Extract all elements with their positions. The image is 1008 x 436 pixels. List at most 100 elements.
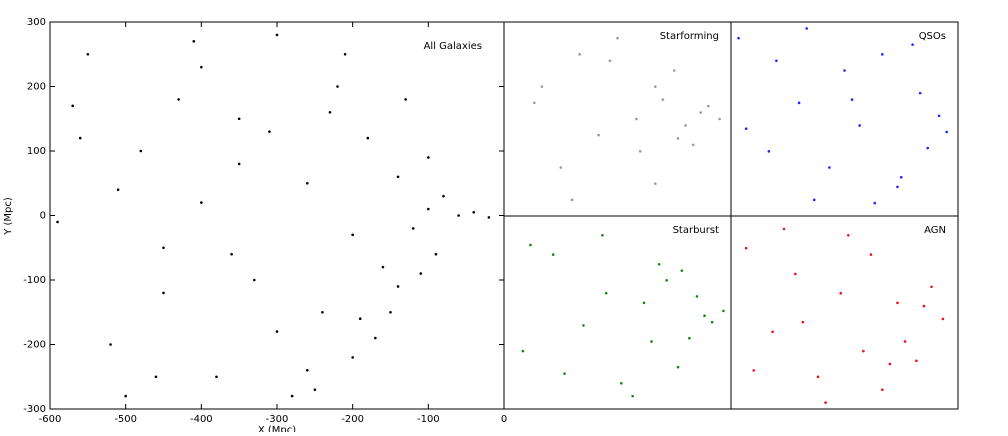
point bbox=[532, 101, 536, 105]
point bbox=[661, 98, 665, 101]
point bbox=[601, 234, 604, 237]
point bbox=[858, 124, 861, 127]
panel-frame bbox=[503, 21, 732, 217]
point bbox=[200, 65, 203, 69]
point bbox=[737, 36, 740, 40]
point bbox=[434, 252, 438, 256]
point bbox=[616, 36, 619, 40]
x-axis-label: X (Mpc) bbox=[258, 425, 296, 432]
point bbox=[707, 104, 710, 108]
point bbox=[824, 401, 827, 404]
x-tick-label: -300 bbox=[266, 414, 289, 425]
panel-frame bbox=[49, 21, 505, 410]
y-tick-label: 100 bbox=[27, 146, 46, 157]
point bbox=[896, 301, 899, 305]
point bbox=[381, 265, 385, 269]
point bbox=[116, 188, 120, 191]
point bbox=[699, 111, 703, 114]
point bbox=[839, 291, 843, 295]
point bbox=[472, 210, 476, 214]
point bbox=[351, 233, 354, 237]
point bbox=[597, 133, 600, 137]
point bbox=[619, 381, 623, 385]
point bbox=[215, 375, 218, 379]
point bbox=[109, 343, 112, 346]
point bbox=[771, 330, 774, 334]
point bbox=[328, 111, 332, 114]
point bbox=[237, 162, 241, 166]
point bbox=[744, 246, 748, 250]
y-tick-label: -200 bbox=[23, 340, 46, 351]
point bbox=[899, 175, 903, 179]
x-tick-label: -100 bbox=[417, 414, 440, 425]
panel-title: QSOs bbox=[919, 31, 946, 42]
point bbox=[805, 27, 808, 30]
point bbox=[162, 291, 165, 295]
point bbox=[744, 127, 748, 130]
point bbox=[305, 181, 309, 185]
x-tick-label: -500 bbox=[114, 414, 137, 425]
point bbox=[918, 91, 922, 95]
point bbox=[374, 336, 377, 340]
y-axis-label: Y (Mpc) bbox=[3, 197, 14, 236]
y-tick-label: -100 bbox=[23, 275, 46, 286]
point bbox=[139, 149, 143, 153]
point bbox=[869, 253, 873, 256]
point bbox=[578, 53, 581, 56]
point bbox=[631, 394, 634, 398]
point bbox=[321, 310, 324, 314]
point bbox=[351, 356, 354, 359]
point bbox=[230, 252, 233, 256]
point bbox=[457, 214, 460, 217]
point bbox=[654, 85, 657, 88]
point bbox=[691, 143, 695, 147]
point bbox=[608, 59, 612, 63]
point bbox=[290, 394, 294, 398]
point bbox=[559, 166, 563, 169]
point bbox=[570, 198, 574, 202]
point bbox=[200, 201, 203, 204]
point bbox=[419, 272, 423, 275]
point bbox=[930, 285, 933, 289]
point bbox=[86, 52, 90, 56]
point bbox=[828, 166, 831, 169]
point bbox=[343, 52, 347, 56]
point bbox=[427, 156, 430, 159]
point bbox=[56, 220, 59, 224]
point bbox=[124, 394, 127, 398]
point bbox=[654, 182, 657, 185]
point bbox=[881, 388, 884, 392]
panel-frame bbox=[503, 215, 732, 410]
point bbox=[396, 175, 400, 179]
point bbox=[635, 117, 638, 121]
point bbox=[177, 98, 180, 101]
panel-frame bbox=[730, 21, 959, 217]
point bbox=[888, 362, 892, 366]
point bbox=[529, 243, 532, 247]
point bbox=[816, 375, 820, 379]
point bbox=[801, 320, 805, 324]
point bbox=[896, 185, 899, 189]
point bbox=[941, 317, 945, 321]
point bbox=[71, 104, 74, 108]
point bbox=[722, 309, 725, 313]
panel-title: Starforming bbox=[660, 31, 719, 42]
point bbox=[937, 114, 941, 118]
x-tick-label: -600 bbox=[39, 414, 62, 425]
point bbox=[911, 43, 914, 46]
point bbox=[540, 85, 544, 88]
point bbox=[926, 146, 930, 150]
point bbox=[366, 136, 370, 140]
point bbox=[797, 101, 801, 105]
point bbox=[846, 234, 850, 237]
point bbox=[78, 136, 82, 140]
point bbox=[850, 98, 854, 101]
point bbox=[782, 227, 786, 231]
point bbox=[404, 98, 407, 101]
point bbox=[638, 150, 642, 153]
y-tick-label: -300 bbox=[23, 404, 46, 415]
point bbox=[775, 59, 778, 63]
point bbox=[862, 349, 865, 353]
point bbox=[945, 130, 948, 134]
